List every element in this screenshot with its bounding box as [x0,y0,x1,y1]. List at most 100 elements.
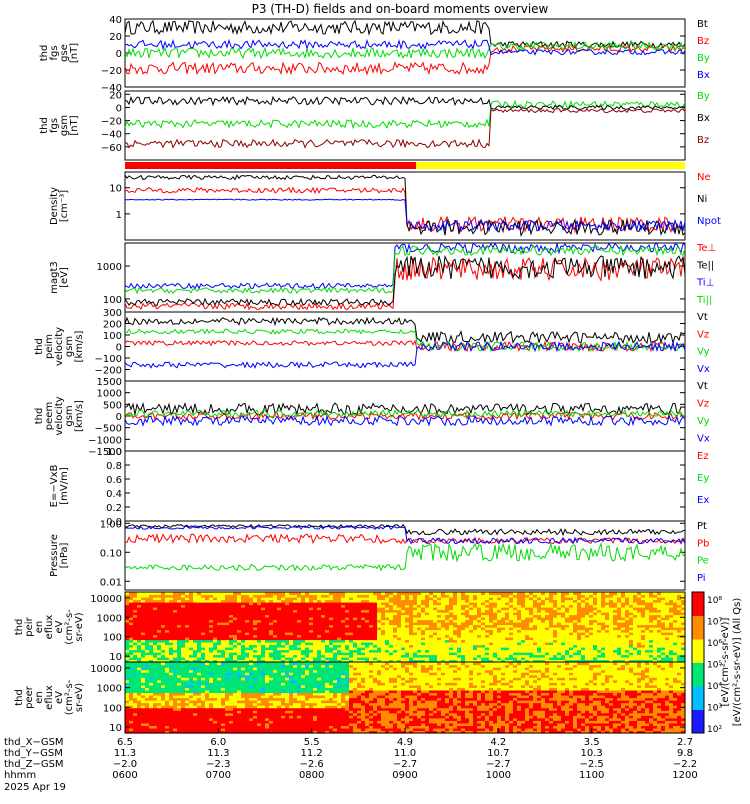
series-line-Bx [125,97,685,109]
y-axis-label-line: [nT] [69,43,80,63]
y-tick-label: 100 [103,703,122,714]
y-tick-label: 0.10 [100,548,122,559]
y-tick-label: 500 [103,400,122,411]
series-line-Bz [125,109,685,148]
x-tick-value: 0600 [112,770,137,781]
x-tick-value: 4.2 [490,737,506,748]
legend-Vt: Vt [697,381,708,392]
y-tick-label: −1000 [88,435,122,446]
legend-Ni: Ni [697,194,707,205]
x-tick-value: 11.2 [301,748,323,759]
x-tick-value: 1000 [486,770,511,781]
panel-frame [125,312,685,381]
y-tick-label: 1000 [97,613,122,624]
colorbar: 10⁸10⁷10⁶10⁵10⁴10³10²[eV/(cm²-s-sr-eV)] … [692,592,743,735]
y-tick-label: 1.0 [106,447,122,458]
x-tick-value: 0900 [392,770,417,781]
y-tick-label: 1500 [97,377,122,388]
panel-frame [125,19,685,87]
y-tick-label: 300 [103,308,122,319]
legend-Vz: Vz [697,399,709,410]
x-tick-value: −2.6 [300,759,324,770]
mode-segment-1 [416,162,685,169]
x-tick-value: 10.7 [487,748,509,759]
y-tick-label: 1.00 [100,519,122,530]
colorbar-tick: 10⁸ [707,596,722,606]
legend-Ne: Ne [697,172,711,183]
y-tick-label: 1 [116,210,122,221]
y-axis-label-line: sr-eV) [74,612,85,641]
panel-peir: 10000100010010thdpeirenefluxeV(cm²-s-sr-… [14,592,686,663]
y-tick-label: −200 [95,366,122,377]
legend-Vx: Vx [697,364,710,375]
legend-By: By [697,53,710,64]
y-tick-label: 10 [109,723,122,734]
y-axis-label-line: sr-eV) [74,683,85,712]
x-tick-value: −2.7 [393,759,417,770]
legend-Te||: Te|| [696,260,714,271]
x-row-label: thd_X−GSM [4,737,64,748]
y-tick-label: −20 [101,117,122,128]
x-tick-value: 11.3 [114,748,136,759]
series-line-Ne [125,188,685,232]
legend-Vy: Vy [697,416,710,427]
panel-mode_bar [125,162,685,169]
y-tick-label: 100 [103,633,122,644]
y-tick-label: −100 [95,354,122,365]
legend-Pe: Pe [697,556,709,567]
panel-frame [125,381,685,451]
y-axis-label: E=−VxB[mV/m] [49,465,70,508]
y-tick-label: 0.8 [106,461,122,472]
date-label: 2025 Apr 19 [4,782,66,793]
y-axis-label: thdpeemvelocitygsm[km/s] [34,396,85,435]
x-tick-value: 3.5 [584,737,600,748]
y-tick-label: 100 [103,331,122,342]
legend-Ez: Ez [697,451,709,462]
series-line-By [125,42,685,58]
y-tick-label: 0.2 [106,503,122,514]
y-tick-label: 20 [109,32,122,43]
y-tick-label: 0.01 [100,577,122,588]
y-tick-label: 1000 [97,389,122,400]
y-axis-label: thdfgsgse[nT] [39,43,80,63]
x-tick-value: 2.7 [677,737,693,748]
series-line-Vy [125,329,685,351]
mode-segment-0 [125,162,416,169]
y-tick-label: 200 [103,320,122,331]
x-tick-value: 6.0 [210,737,226,748]
y-tick-label: −500 [95,424,122,435]
y-axis-label-line: [nPa] [59,542,70,568]
y-tick-label: −40 [101,130,122,141]
series-line-Npot [125,199,685,231]
legend-Ey: Ey [697,473,709,484]
series-line-Vt [125,403,685,415]
x-tick-value: 11.0 [394,748,416,759]
x-tick-value: −2.0 [113,759,137,770]
legend-Te⊥: Te⊥ [696,243,716,254]
legend-Bz: Bz [697,36,709,47]
legend-Ti||: Ti|| [696,295,712,306]
x-row-label: hhmm [4,770,36,781]
x-row-label: thd_Z−GSM [4,759,64,770]
colorbar-tick: 10² [707,725,722,735]
y-axis-label: Pressure[nPa] [49,534,70,577]
legend-Pt: Pt [697,521,707,532]
series-line-Vt [125,318,685,343]
y-axis-label: Density[cm⁻³] [49,187,70,225]
y-ticks: 10 1 [109,184,685,221]
y-tick-label: 10 [109,184,122,195]
y-tick-label: 0 [116,343,122,354]
y-ticks: 1.00.80.60.40.20.0 [106,447,685,528]
x-tick-value: 6.5 [117,737,133,748]
y-axis-label: thdpeerenefluxeV(cm²-s-sr-eV) [14,679,85,715]
x-tick-value: 1200 [672,770,697,781]
legend-Bt: Bt [697,19,708,30]
y-axis-label-line: [nT] [69,115,80,135]
